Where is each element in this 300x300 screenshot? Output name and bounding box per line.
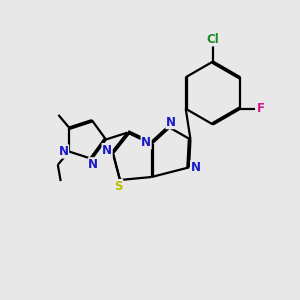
Text: N: N — [141, 136, 151, 149]
Text: N: N — [102, 143, 112, 157]
Text: N: N — [88, 158, 98, 171]
Text: N: N — [190, 161, 201, 174]
Text: N: N — [166, 116, 176, 129]
Text: S: S — [114, 179, 123, 193]
Text: Cl: Cl — [207, 33, 219, 46]
Text: N: N — [58, 145, 69, 158]
Text: F: F — [257, 102, 265, 115]
